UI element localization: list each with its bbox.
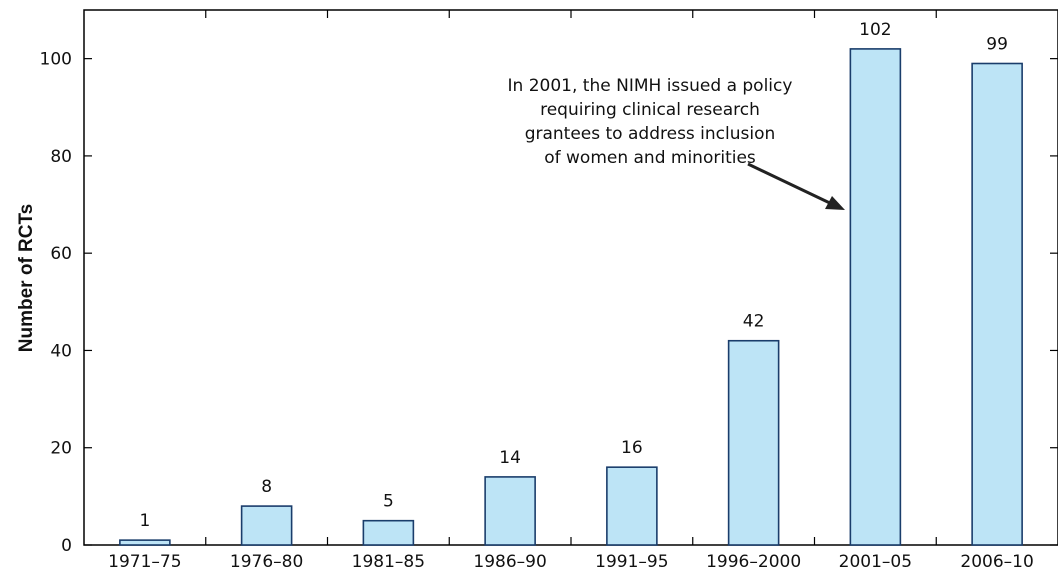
bar (606, 466, 658, 546)
x-tick-label: 1981–85 (352, 552, 425, 572)
data-labels: 1 8 5 14 16 42 102 99 (139, 20, 1007, 531)
annotation-text: In 2001, the NIMH issued a policy requir… (480, 74, 820, 170)
annotation-line: of women and minorities (544, 148, 756, 168)
bars (119, 48, 1023, 546)
bar (849, 48, 902, 546)
y-tick-label: 60 (50, 244, 72, 264)
y-tick-label: 40 (50, 341, 72, 361)
bar-value-label: 16 (621, 438, 643, 458)
y-tick-label: 100 (40, 50, 72, 70)
y-tick-label: 80 (50, 147, 72, 167)
x-tick-label: 1986–90 (473, 552, 546, 572)
bar-value-label: 42 (743, 312, 765, 332)
bar-value-label: 102 (859, 20, 891, 40)
x-tick-label: 1996–2000 (706, 552, 801, 572)
bar (727, 339, 780, 546)
x-tick-label: 2001–05 (839, 552, 912, 572)
y-axis-label: Number of RCTs (16, 204, 37, 352)
annotation-arrow (747, 162, 845, 210)
annotation-line: grantees to address inclusion (524, 124, 776, 144)
bar (971, 62, 1023, 546)
x-tick-label: 1971–75 (108, 552, 181, 572)
bar (362, 519, 415, 546)
x-tick-label: 1991–95 (595, 552, 668, 572)
bar (484, 476, 536, 546)
annotation-line: requiring clinical research (540, 100, 760, 120)
y-tick-label: 0 (61, 536, 72, 556)
bar-value-label: 14 (499, 448, 521, 468)
annotation-line: In 2001, the NIMH issued a policy (507, 76, 793, 96)
bar-value-label: 5 (383, 492, 394, 512)
y-tick-label: 20 (50, 439, 72, 459)
x-axis: 1971–75 1976–80 1981–85 1986–90 1991–95 1996–… (108, 10, 1034, 572)
bar (240, 505, 293, 546)
x-tick-label: 2006–10 (960, 552, 1033, 572)
bar-value-label: 1 (139, 511, 150, 531)
bar-value-label: 8 (261, 477, 272, 497)
y-axis: 0 20 40 60 80 100 (40, 50, 1058, 556)
x-tick-label: 1976–80 (230, 552, 303, 572)
bar-value-label: 99 (986, 35, 1008, 55)
bar (119, 539, 171, 546)
